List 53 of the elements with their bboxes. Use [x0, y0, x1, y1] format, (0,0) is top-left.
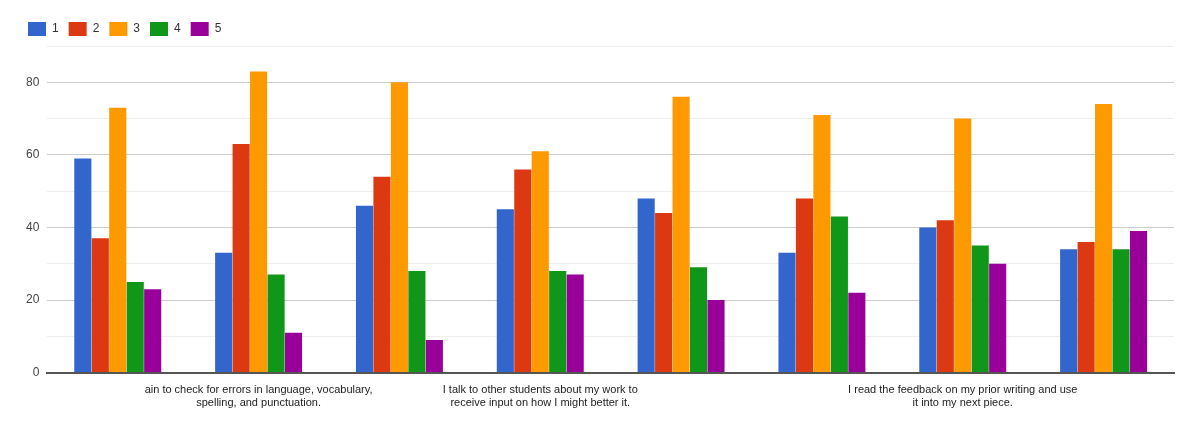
- bar: [284, 332, 303, 373]
- legend-label: 4: [174, 21, 182, 36]
- y-tick-label: 80: [25, 74, 40, 89]
- bar: [795, 198, 814, 373]
- x-tick-label: I talk to other students about my work to receive input on how I might better it.: [442, 383, 638, 409]
- bar: [267, 274, 285, 373]
- bar: [1129, 231, 1148, 373]
- bar: [109, 107, 127, 373]
- bar: [514, 169, 532, 373]
- legend-label: 2: [92, 21, 100, 36]
- bar: [126, 281, 144, 373]
- bar: [496, 209, 514, 373]
- x-tick-label: ain to check for errors in language, vocabulary, spelling, and punctuation.: [144, 383, 373, 409]
- bar: [672, 96, 690, 373]
- bar: [690, 267, 708, 373]
- bar: [830, 216, 848, 373]
- bar: [813, 114, 831, 373]
- bar: [91, 238, 109, 373]
- y-tick-label: 20: [25, 292, 40, 307]
- bar: [1112, 249, 1130, 373]
- bar: [707, 300, 725, 373]
- bar: [1077, 241, 1095, 373]
- bar: [250, 71, 268, 373]
- y-tick-label: 60: [25, 147, 40, 162]
- bar: [215, 252, 233, 373]
- bar: [848, 292, 866, 373]
- bar: [408, 270, 426, 373]
- bar: [390, 82, 408, 373]
- bar: [566, 274, 584, 373]
- bar: [531, 151, 549, 373]
- bar: [655, 212, 673, 373]
- y-tick-label: 0: [32, 364, 40, 379]
- legend-label: 5: [214, 21, 222, 36]
- x-tick-label: I read the feedback on my prior writing and use it into my next piece.: [848, 383, 1078, 409]
- bar: [425, 339, 443, 373]
- bar: [549, 270, 567, 373]
- bar: [919, 227, 937, 373]
- bar: [232, 143, 250, 373]
- bar: [989, 263, 1007, 373]
- y-tick-label: 40: [25, 219, 40, 234]
- bar: [954, 118, 972, 373]
- bar: [373, 176, 391, 373]
- bar: [1095, 104, 1113, 373]
- bar: [936, 220, 954, 373]
- bar: [144, 289, 162, 373]
- bar: [74, 158, 92, 373]
- bar: [637, 198, 655, 373]
- legend-label: 1: [52, 21, 59, 36]
- legend-label: 3: [133, 21, 141, 36]
- bar: [355, 205, 374, 373]
- bar: [1060, 249, 1078, 373]
- bar: [778, 252, 796, 373]
- bar: [971, 245, 989, 373]
